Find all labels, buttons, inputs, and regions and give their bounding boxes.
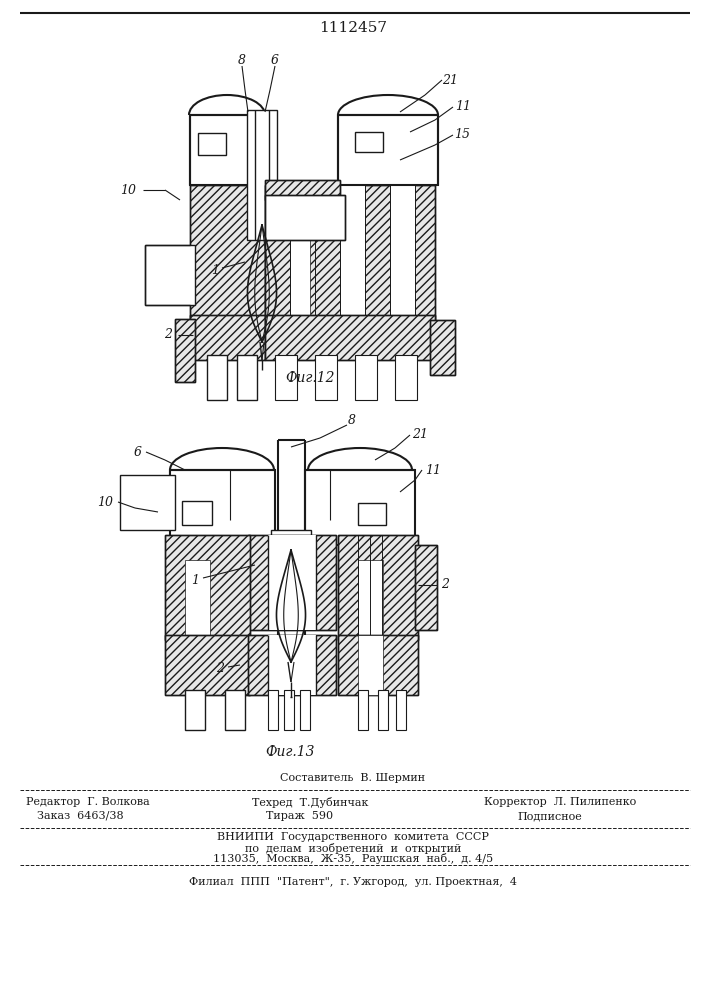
Bar <box>265 315 435 360</box>
Bar <box>170 470 275 545</box>
Text: 1112457: 1112457 <box>319 21 387 35</box>
Text: 1: 1 <box>191 574 199 586</box>
Bar <box>305 470 415 545</box>
Text: Корректор  Л. Пилипенко: Корректор Л. Пилипенко <box>484 797 636 807</box>
Bar <box>247 110 277 240</box>
Bar <box>340 185 365 320</box>
Text: 2: 2 <box>216 662 224 674</box>
Bar <box>265 195 345 240</box>
Text: 2: 2 <box>164 328 172 342</box>
Bar <box>430 320 455 375</box>
Bar <box>248 535 336 630</box>
Bar <box>338 535 418 640</box>
Bar <box>198 133 226 155</box>
Bar <box>248 635 336 695</box>
Text: 21: 21 <box>412 428 428 442</box>
Bar <box>175 319 195 382</box>
Text: Филиал  ППП  "Патент",  г. Ужгород,  ул. Проектная,  4: Филиал ППП "Патент", г. Ужгород, ул. Про… <box>189 877 517 887</box>
Text: 21: 21 <box>442 74 458 87</box>
Bar <box>190 185 265 320</box>
Bar <box>338 115 438 185</box>
Text: Фиг.12: Фиг.12 <box>285 371 334 385</box>
Bar <box>315 355 337 400</box>
Bar <box>338 535 418 640</box>
Bar <box>265 180 340 200</box>
Text: по  делам  изобретений  и  открытий: по делам изобретений и открытий <box>245 842 461 854</box>
Bar <box>185 690 205 730</box>
Text: 8: 8 <box>238 53 246 66</box>
Text: Тираж  590: Тираж 590 <box>267 811 334 821</box>
Bar <box>355 355 377 400</box>
Bar <box>290 185 310 320</box>
Bar <box>190 115 265 185</box>
Bar <box>185 560 210 640</box>
Bar <box>225 690 245 730</box>
Text: 11: 11 <box>455 101 471 113</box>
Bar <box>355 132 383 152</box>
Text: Редактор  Г. Волкова: Редактор Г. Волкова <box>26 797 150 807</box>
Bar <box>265 185 435 320</box>
Bar <box>395 355 417 400</box>
Text: 113035,  Москва,  Ж-35,  Раушская  наб.,  д. 4/5: 113035, Москва, Ж-35, Раушская наб., д. … <box>213 854 493 864</box>
Text: 10: 10 <box>97 495 113 508</box>
Bar <box>237 355 257 400</box>
Bar <box>300 690 310 730</box>
Bar <box>268 635 316 695</box>
Bar <box>265 185 435 320</box>
Bar <box>284 690 294 730</box>
Bar <box>165 635 250 695</box>
Bar <box>338 635 418 695</box>
Bar <box>390 185 415 320</box>
Bar <box>190 185 265 320</box>
Bar <box>275 355 297 400</box>
Text: Составитель  В. Шермин: Составитель В. Шермин <box>281 773 426 783</box>
Bar <box>268 690 278 730</box>
Bar <box>338 635 418 695</box>
Bar <box>396 690 406 730</box>
Bar <box>268 535 316 630</box>
Bar <box>207 355 227 400</box>
Text: Фиг.13: Фиг.13 <box>265 745 315 759</box>
Bar <box>145 245 195 305</box>
Bar <box>378 690 388 730</box>
Text: 2: 2 <box>441 578 449 591</box>
Text: 10: 10 <box>120 184 136 196</box>
Bar <box>175 319 195 382</box>
Text: Техред  Т.Дубинчак: Техред Т.Дубинчак <box>252 796 368 808</box>
Text: 15: 15 <box>454 128 470 141</box>
Bar <box>358 690 368 730</box>
Bar <box>430 320 455 375</box>
Text: Заказ  6463/38: Заказ 6463/38 <box>37 811 123 821</box>
Bar <box>415 545 437 630</box>
Text: 6: 6 <box>271 53 279 66</box>
Text: 1: 1 <box>211 263 219 276</box>
Text: 8: 8 <box>348 414 356 426</box>
Bar <box>248 535 336 630</box>
Bar <box>358 503 386 525</box>
Bar <box>358 635 383 695</box>
Bar <box>358 560 383 640</box>
Bar <box>165 535 250 640</box>
Text: ВНИИПИ  Государственного  комитета  СССР: ВНИИПИ Государственного комитета СССР <box>217 832 489 842</box>
Bar <box>120 475 175 530</box>
Bar <box>415 545 437 630</box>
Bar <box>271 530 311 545</box>
Text: 11: 11 <box>425 464 441 477</box>
Bar <box>265 315 435 360</box>
Bar <box>265 180 340 200</box>
Bar <box>265 195 345 240</box>
Bar <box>165 635 250 695</box>
Text: Подписное: Подписное <box>518 811 583 821</box>
Bar <box>190 315 265 360</box>
Bar <box>248 635 336 695</box>
Bar <box>190 315 265 360</box>
Bar <box>165 535 250 640</box>
Text: 6: 6 <box>134 446 142 458</box>
Bar <box>182 501 212 525</box>
